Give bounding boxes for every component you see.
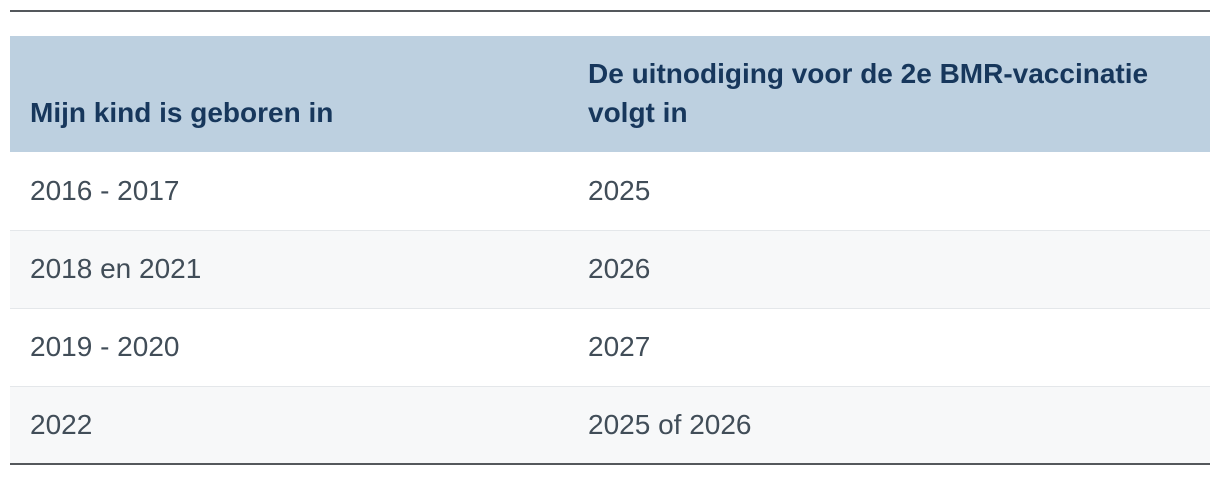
header-row: Mijn kind is geboren in De uitnodiging v… [10, 36, 1210, 153]
table-body: 2016 - 2017 2025 2018 en 2021 2026 2019 … [10, 152, 1210, 465]
cell-born: 2019 - 2020 [10, 307, 568, 387]
column-header-born: Mijn kind is geboren in [10, 36, 568, 153]
bmr-vaccination-table: Mijn kind is geboren in De uitnodiging v… [10, 36, 1210, 466]
cell-invitation: 2025 [588, 174, 651, 206]
table-row: 2019 - 2020 2027 [10, 307, 1210, 387]
cell-born: 2018 en 2021 [10, 229, 568, 309]
cell-born: 2016 - 2017 [30, 174, 180, 206]
cell-invitation: 2025 of 2026 [568, 385, 1210, 465]
cell-invitation: 2027 [568, 307, 1210, 387]
table-header: Mijn kind is geboren in De uitnodiging v… [10, 36, 1210, 153]
table-row: 2016 - 2017 2025 [10, 152, 1210, 230]
cell-born: 2022 [10, 385, 568, 465]
table-row: 2018 en 2021 2026 [10, 229, 1210, 309]
vaccination-schedule-table-wrap: Mijn kind is geboren in De uitnodiging v… [10, 10, 1210, 466]
table-row: 2022 2025 of 2026 [10, 385, 1210, 465]
column-header-invitation: De uitnodiging voor de 2e BMR-vaccinatie… [568, 36, 1210, 153]
cell-invitation: 2026 [568, 229, 1210, 309]
